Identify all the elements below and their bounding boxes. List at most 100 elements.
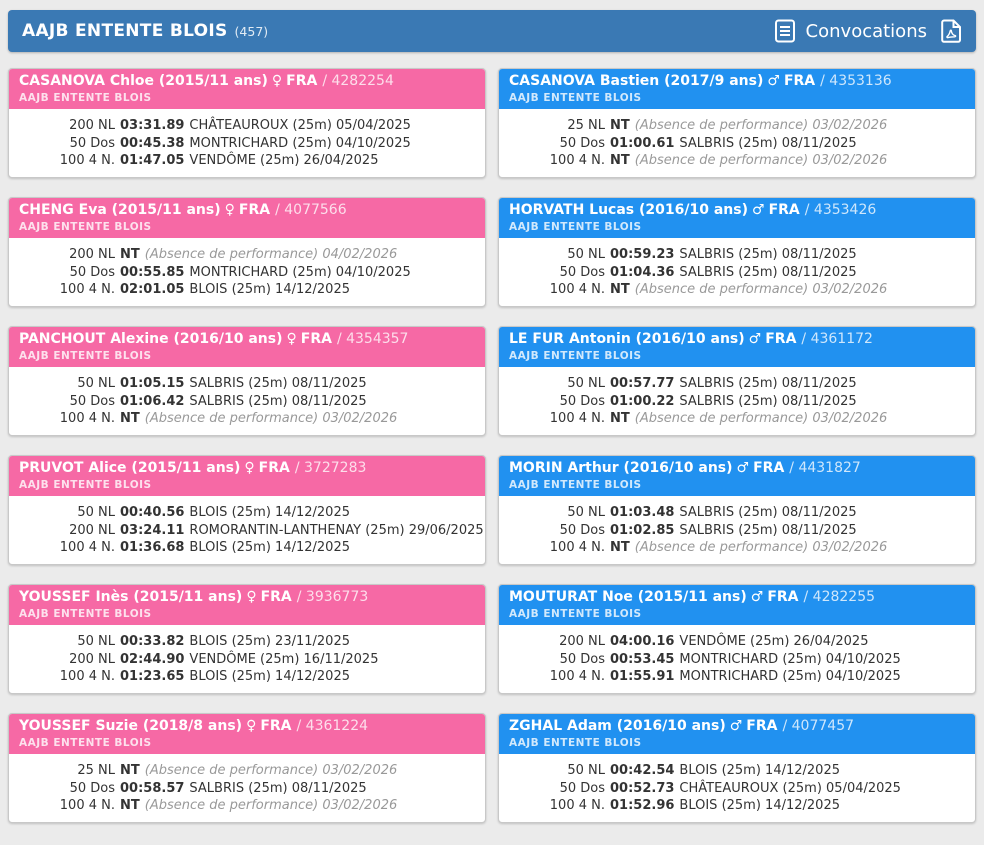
performance-note: (Absence de performance) 03/02/2026: [144, 411, 398, 427]
swimmer-card-body: 50 NL 00:57.77 SALBRIS (25m) 08/11/2025 50 …: [499, 367, 975, 435]
time-value: 01:04.36: [610, 264, 675, 280]
performance-row: 50 Dos 00:55.85 MONTRICHARD (25m) 04/10/20…: [19, 264, 475, 282]
time-value: 01:06.42: [120, 393, 185, 409]
swimmer-card: CASANOVA Bastien (2017/9 ans) ♂ FRA/ 43531…: [498, 68, 976, 178]
swimmer-card: CASANOVA Chloe (2015/11 ans) ♀ FRA/ 428225…: [8, 68, 486, 178]
performance-note: SALBRIS (25m) 08/11/2025: [679, 135, 857, 151]
event-label: 100 4 N.: [549, 798, 605, 814]
performance-row: 100 4 N. NT (Absence de performance) 03/02…: [19, 410, 475, 428]
performance-row: 50 Dos 01:02.85 SALBRIS (25m) 08/11/2025: [509, 522, 965, 540]
swimmer-card-body: 50 NL 00:33.82 BLOIS (25m) 23/11/2025 200 N…: [9, 625, 485, 693]
nation-label: FRA: [300, 331, 332, 347]
performance-row: 50 NL 01:03.48 SALBRIS (25m) 08/11/2025: [509, 504, 965, 522]
performance-note: (Absence de performance) 03/02/2026: [144, 798, 398, 814]
event-label: 25 NL: [77, 763, 115, 778]
swimmer-card-header: LE FUR Antonin (2016/10 ans) ♂ FRA/ 436117…: [499, 327, 975, 367]
club-title: AAJB ENTENTE BLOIS: [22, 21, 228, 41]
swimmer-name: MOUTURAT Noe (2015/11 ans): [509, 589, 747, 605]
license-number: / 3727283: [294, 460, 367, 476]
performance-note: SALBRIS (25m) 08/11/2025: [679, 393, 857, 409]
performance-note: SALBRIS (25m) 08/11/2025: [679, 522, 857, 538]
swimmer-name-line: PANCHOUT Alexine (2016/10 ans) ♀ FRA/ 4354…: [19, 331, 475, 348]
swimmer-name-line: PRUVOT Alice (2015/11 ans) ♀ FRA/ 3727283: [19, 460, 475, 477]
swimmer-name: ZGHAL Adam (2016/10 ans): [509, 718, 726, 734]
performance-note: MONTRICHARD (25m) 04/10/2025: [189, 135, 411, 151]
performance-note: SALBRIS (25m) 08/11/2025: [679, 264, 857, 280]
nation-label: FRA: [286, 73, 318, 89]
pdf-icon[interactable]: [941, 19, 962, 43]
time-value: NT: [120, 798, 140, 814]
swimmer-card-body: 50 NL 01:05.15 SALBRIS (25m) 08/11/2025 50 …: [9, 367, 485, 435]
gender-icon: ♂: [750, 589, 764, 605]
performance-row: 100 4 N. NT (Absence de performance) 03/02…: [19, 797, 475, 815]
performance-row: 200 NL 03:31.89 CHÂTEAUROUX (25m) 05/04/20…: [19, 117, 475, 135]
license-number: / 4077457: [782, 718, 855, 734]
performance-note: (Absence de performance) 03/02/2026: [144, 763, 398, 778]
time-value: NT: [120, 763, 140, 778]
event-label: 50 Dos: [69, 780, 115, 796]
performance-row: 50 NL 00:59.23 SALBRIS (25m) 08/11/2025: [509, 246, 965, 264]
swimmer-card-body: 50 NL 00:42.54 BLOIS (25m) 14/12/2025 50 Do…: [499, 754, 975, 822]
performance-row: 100 4 N. 01:55.91 MONTRICHARD (25m) 04/10/…: [509, 668, 965, 686]
license-number: / 4361224: [296, 718, 369, 734]
event-label: 100 4 N.: [549, 411, 605, 427]
performance-note: BLOIS (25m) 14/12/2025: [679, 763, 840, 778]
swimmer-card-header: MOUTURAT Noe (2015/11 ans) ♂ FRA/ 4282255 …: [499, 585, 975, 625]
time-value: NT: [610, 411, 630, 427]
club-name: AAJB ENTENTE BLOIS: [509, 350, 642, 362]
club-name: AAJB ENTENTE BLOIS: [19, 608, 152, 620]
swimmer-card: ZGHAL Adam (2016/10 ans) ♂ FRA/ 4077457 AA…: [498, 713, 976, 823]
event-label: 100 4 N.: [59, 798, 115, 814]
time-value: 00:33.82: [120, 634, 185, 649]
club-name: AAJB ENTENTE BLOIS: [509, 737, 642, 749]
time-value: 01:03.48: [610, 505, 675, 520]
event-label: 50 Dos: [69, 135, 115, 151]
performance-note: CHÂTEAUROUX (25m) 05/04/2025: [679, 780, 901, 796]
time-value: 01:02.85: [610, 522, 675, 538]
gender-icon: ♀: [246, 589, 257, 605]
event-label: 200 NL: [69, 522, 115, 538]
performance-note: CHÂTEAUROUX (25m) 05/04/2025: [189, 118, 411, 133]
performance-note: BLOIS (25m) 14/12/2025: [189, 669, 350, 685]
license-number: / 4282254: [322, 73, 394, 89]
performance-note: (Absence de performance) 03/02/2026: [634, 282, 888, 298]
performance-note: MONTRICHARD (25m) 04/10/2025: [679, 651, 901, 667]
club-name: AAJB ENTENTE BLOIS: [19, 92, 152, 104]
performance-row: 50 Dos 01:00.61 SALBRIS (25m) 08/11/2025: [509, 135, 965, 153]
nation-label: FRA: [783, 73, 816, 89]
swimmer-name-line: YOUSSEF Inès (2015/11 ans) ♀ FRA/ 3936773: [19, 589, 475, 606]
performance-note: BLOIS (25m) 14/12/2025: [189, 282, 350, 298]
time-value: 02:44.90: [120, 651, 185, 667]
swimmer-name-line: MOUTURAT Noe (2015/11 ans) ♂ FRA/ 4282255: [509, 589, 965, 606]
gender-icon: ♂: [729, 718, 743, 734]
time-value: 04:00.16: [610, 634, 675, 649]
event-label: 100 4 N.: [59, 540, 115, 556]
convocations-button[interactable]: Convocations: [774, 19, 927, 43]
performance-row: 50 Dos 00:52.73 CHÂTEAUROUX (25m) 05/04/20…: [509, 780, 965, 798]
time-value: 01:47.05: [120, 153, 185, 169]
swimmer-card-header: CASANOVA Bastien (2017/9 ans) ♂ FRA/ 43531…: [499, 69, 975, 109]
swimmer-card-header: MORIN Arthur (2016/10 ans) ♂ FRA/ 4431827 …: [499, 456, 975, 496]
event-label: 100 4 N.: [549, 669, 605, 685]
event-label: 50 NL: [567, 247, 605, 262]
swimmer-card: PRUVOT Alice (2015/11 ans) ♀ FRA/ 3727283 …: [8, 455, 486, 565]
license-number: / 4431827: [789, 460, 861, 476]
event-label: 200 NL: [69, 247, 115, 262]
performance-row: 50 Dos 01:06.42 SALBRIS (25m) 08/11/2025: [19, 393, 475, 411]
performance-row: 50 NL 00:40.56 BLOIS (25m) 14/12/2025: [19, 504, 475, 522]
event-label: 200 NL: [559, 634, 605, 649]
swimmer-name: PANCHOUT Alexine (2016/10 ans): [19, 331, 283, 347]
swimmer-name: LE FUR Antonin (2016/10 ans): [509, 331, 745, 347]
event-label: 50 Dos: [559, 522, 605, 538]
performance-note: SALBRIS (25m) 08/11/2025: [679, 376, 857, 391]
event-label: 50 NL: [567, 763, 605, 778]
event-label: 50 Dos: [559, 135, 605, 151]
swimmer-card-header: PANCHOUT Alexine (2016/10 ans) ♀ FRA/ 4354…: [9, 327, 485, 367]
event-label: 100 4 N.: [59, 411, 115, 427]
time-value: 01:23.65: [120, 669, 185, 685]
performance-note: BLOIS (25m) 14/12/2025: [189, 540, 350, 556]
time-value: 01:36.68: [120, 540, 185, 556]
swimmer-card-header: PRUVOT Alice (2015/11 ans) ♀ FRA/ 3727283 …: [9, 456, 485, 496]
time-value: 00:59.23: [610, 247, 675, 262]
club-name: AAJB ENTENTE BLOIS: [509, 92, 642, 104]
